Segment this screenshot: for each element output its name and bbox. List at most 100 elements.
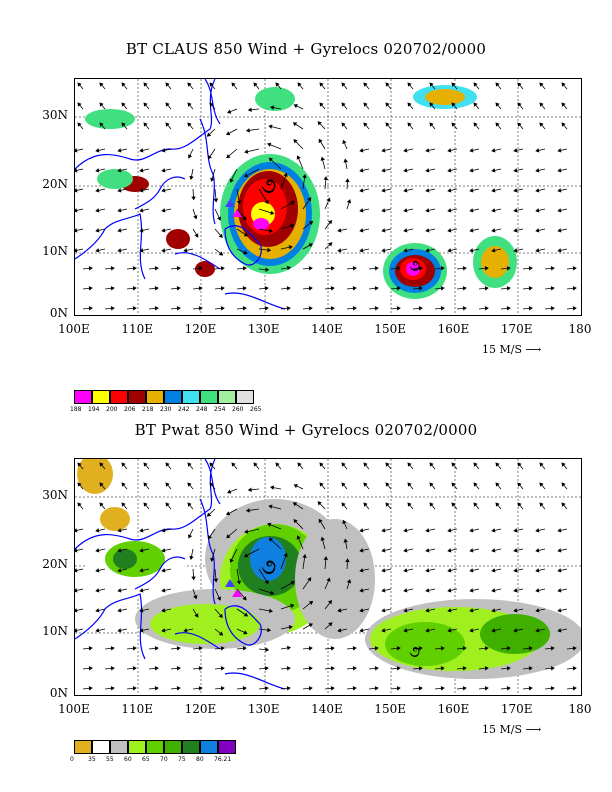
wind-arrowhead (359, 208, 364, 213)
wind-arrowhead (535, 248, 540, 253)
wind-arrowhead (95, 528, 100, 533)
wind-arrowhead (75, 228, 78, 233)
track-marker-icon (232, 589, 242, 597)
wind-arrowhead (264, 199, 269, 205)
contour-fill (250, 537, 286, 581)
colorbar-label: 248 (196, 406, 208, 413)
wind-arrowhead (473, 102, 478, 107)
wind-arrowhead (550, 666, 555, 671)
wind-arrowhead (110, 266, 115, 271)
wind-arrowhead (264, 579, 269, 585)
x-axis-label: 100E (58, 702, 90, 716)
contour-fill (195, 261, 215, 277)
wind-arrowhead (302, 174, 307, 179)
wind-arrowhead (451, 122, 456, 127)
wind-arrowhead (139, 228, 144, 233)
gyre-symbol-icon: ૭ (409, 642, 420, 661)
wind-arrowhead (161, 568, 166, 573)
wind-arrowhead (381, 568, 386, 573)
wind-arrowhead (359, 168, 364, 173)
wind-arrowhead (218, 631, 224, 636)
wind-arrowhead (352, 306, 357, 311)
x-axis-label: 140E (311, 322, 343, 336)
wind-arrowhead (337, 228, 342, 233)
wind-arrowhead (403, 628, 408, 633)
wind-arrowhead (429, 122, 434, 127)
wind-arrowhead (139, 168, 144, 173)
coastline (134, 556, 186, 590)
x-axis-label: 130E (247, 322, 280, 336)
wind-arrowhead (535, 528, 540, 533)
wind-arrowhead (161, 228, 166, 233)
wind-arrowhead (506, 286, 511, 291)
wind-arrowhead (117, 548, 122, 553)
wind-arrowhead (187, 122, 192, 127)
wind-arrowhead (343, 158, 348, 163)
wind-arrowhead (403, 208, 408, 213)
wind-arrowhead (319, 482, 324, 487)
wind-arrowhead (429, 502, 434, 507)
wind-arrowhead (341, 462, 346, 467)
wind-arrowhead (88, 686, 93, 691)
wind-arrowhead (242, 306, 247, 311)
wind-arrowhead (572, 266, 577, 271)
wind-arrowhead (363, 82, 368, 87)
wind-arrowhead (176, 306, 181, 311)
wind-arrowhead (247, 107, 252, 113)
wind-arrowhead (95, 168, 100, 173)
wind-arrowhead (308, 220, 314, 225)
wind-arrowhead (226, 534, 231, 539)
wind-arrowhead (550, 286, 555, 291)
colorbar-swatch (146, 740, 164, 754)
y-axis-label: 0N (49, 306, 68, 320)
wind-arrowhead (154, 266, 159, 271)
wind-arrowhead (447, 228, 452, 233)
wind-arrowhead (231, 82, 236, 87)
wind-arrowhead (469, 568, 474, 573)
typhoon-symbol-icon: ૭ (261, 174, 276, 199)
wind-arrowhead (513, 568, 518, 573)
colorbar-swatch (164, 740, 182, 754)
wind-arrowhead (193, 215, 198, 220)
wind-arrowhead (327, 219, 333, 225)
wind-arrowhead (447, 568, 452, 573)
wind-arrowhead (286, 686, 291, 691)
wind-arrowhead (330, 286, 335, 291)
wind-arrowhead (425, 528, 430, 533)
wind-arrowhead (407, 122, 412, 127)
wind-arrowhead (447, 548, 452, 553)
wind-arrowhead (77, 502, 82, 507)
wind-arrowhead (95, 548, 100, 553)
wind-arrowhead (209, 482, 214, 487)
wind-arrowhead (341, 482, 346, 487)
wind-arrowhead (268, 504, 273, 509)
wind-arrowhead (462, 646, 467, 651)
wind-arrowhead (381, 548, 386, 553)
wind-arrowhead (381, 168, 386, 173)
gyre-symbol-icon: ૭ (409, 256, 420, 275)
wind-arrowhead (418, 666, 423, 671)
wind-arrowhead (198, 686, 203, 691)
wind-arrowhead (227, 489, 232, 494)
wind-arrowhead (292, 122, 298, 127)
wind-arrowhead (425, 588, 430, 593)
wind-arrowhead (359, 248, 364, 253)
panel1-title: BT CLAUS 850 Wind + Gyrelocs 020702/0000 (125, 40, 487, 58)
wind-arrowhead (139, 188, 144, 193)
wind-arrowhead (132, 686, 137, 691)
wind-arrowhead (117, 208, 122, 213)
contour-fill (481, 246, 509, 278)
wind-arrowhead (253, 462, 258, 467)
wind-arrowhead (99, 502, 104, 507)
wind-arrowhead (403, 148, 408, 153)
wind-arrowhead (528, 666, 533, 671)
wind-arrowhead (429, 82, 434, 87)
wind-arrowhead (216, 216, 222, 221)
wind-arrowhead (220, 306, 225, 311)
wind-arrowhead (425, 548, 430, 553)
wind-arrowhead (550, 646, 555, 651)
wind-arrowhead (506, 266, 511, 271)
wind-arrowhead (328, 242, 333, 247)
wind-arrowhead (352, 286, 357, 291)
coastline (224, 292, 286, 310)
